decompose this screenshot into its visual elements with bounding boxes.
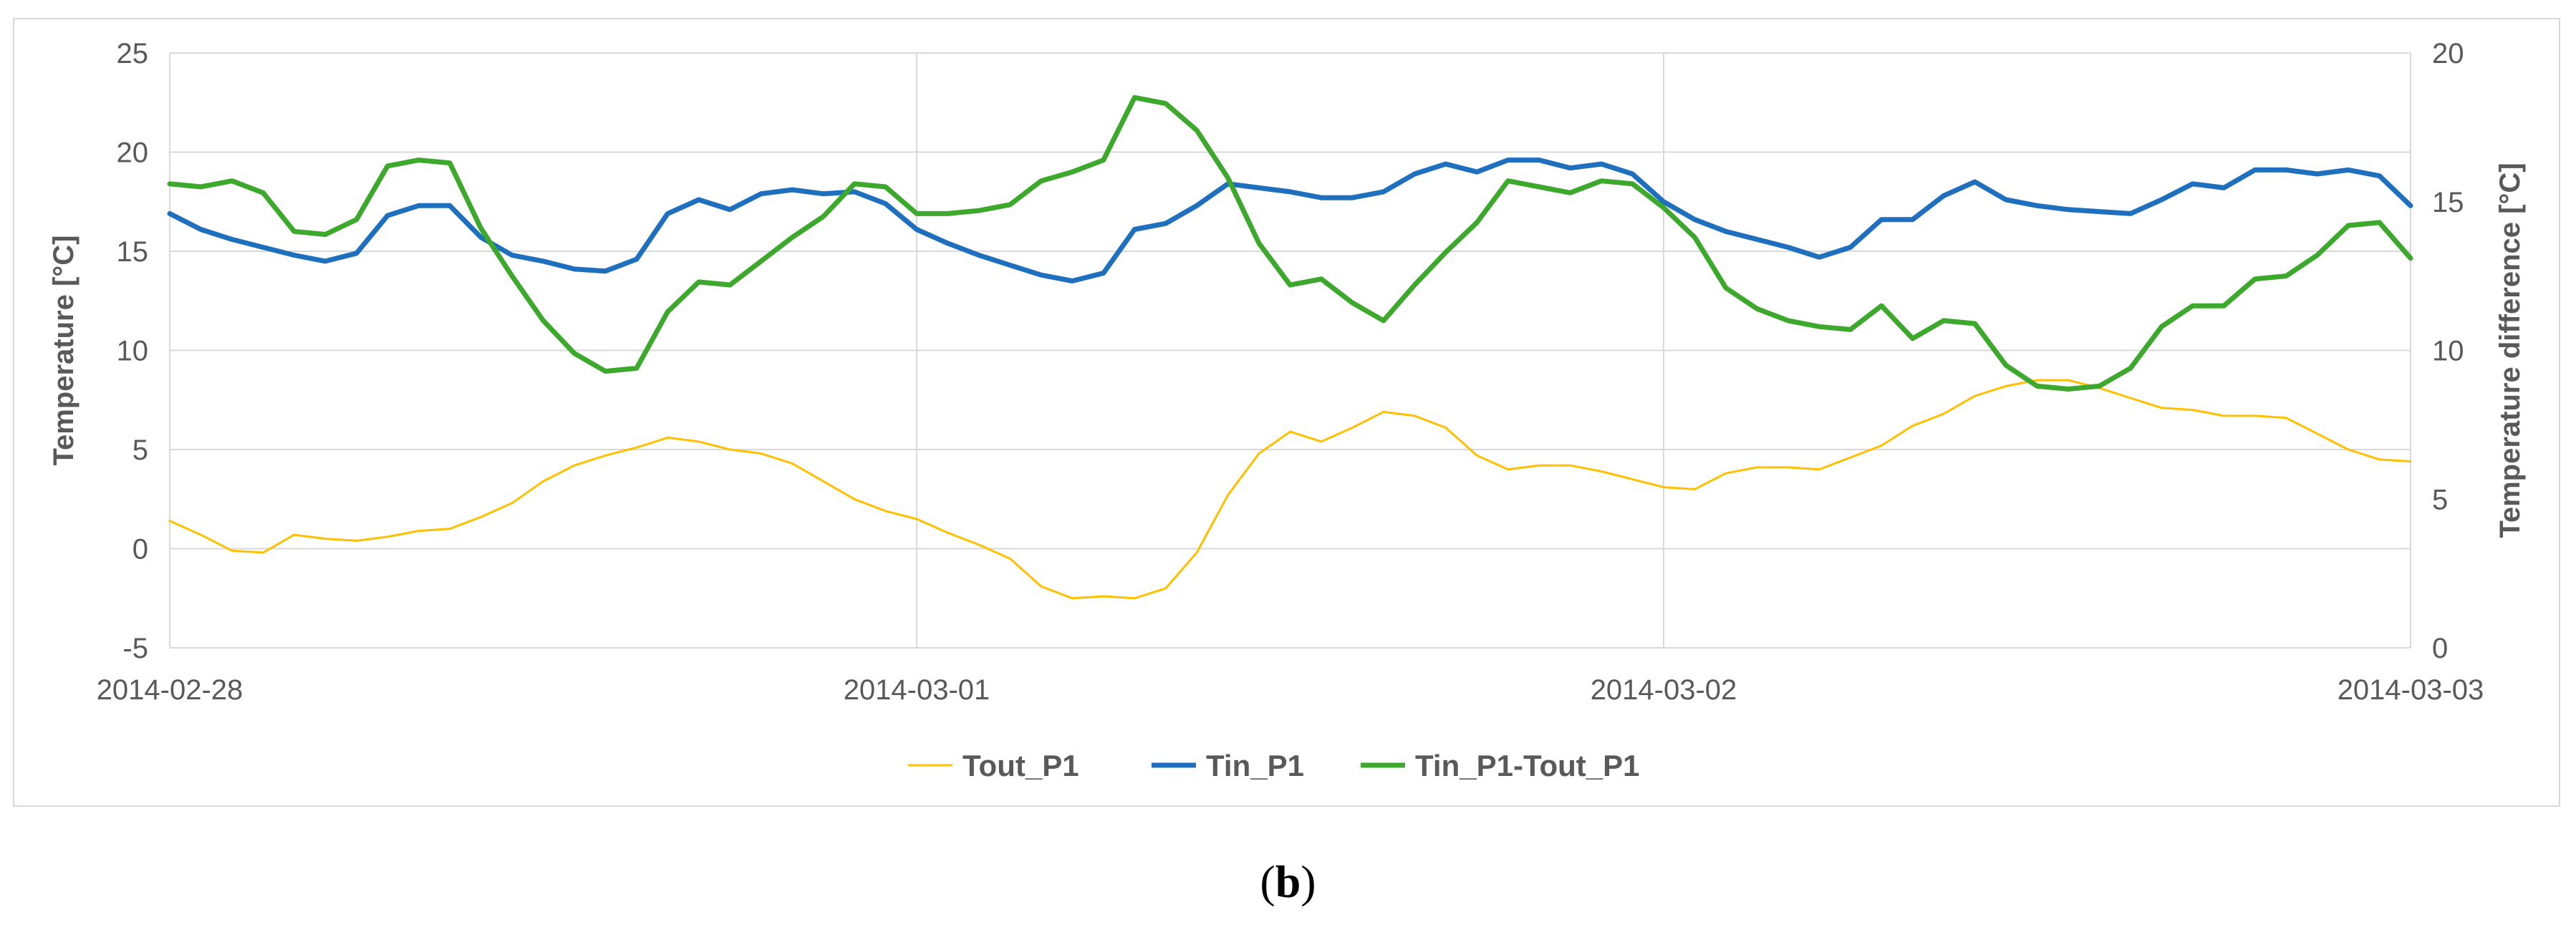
y-tick-label: 15 (117, 236, 149, 268)
x-tick-label: 2014-03-01 (844, 674, 990, 706)
y-tick-label: 20 (117, 137, 149, 169)
series-line-tin-p1 (167, 157, 2413, 283)
y-axis-title: Temperature [°C] (48, 236, 79, 466)
y-tick-label: 0 (132, 534, 148, 565)
caption-open: ( (1260, 856, 1275, 907)
grid (169, 52, 2411, 649)
legend-label-tout-p1: Tout_P1 (963, 749, 1079, 782)
y2-tick-label: 15 (2432, 187, 2464, 218)
caption-letter: b (1275, 856, 1301, 907)
x-tick-label: 2014-02-28 (97, 674, 243, 706)
y-tick-label: 10 (117, 336, 149, 367)
y-tick-label: 5 (132, 435, 148, 466)
y2-tick-label: 10 (2432, 336, 2464, 367)
legend: Tout_P1 Tin_P1 Tin_P1-Tout_P1 (908, 749, 1640, 782)
legend-label-tin-p1-tout-p1: Tin_P1-Tout_P1 (1415, 749, 1640, 782)
series-line-tin-p1-tout-p1 (167, 94, 2413, 392)
caption-close: ) (1301, 856, 1316, 907)
figure-caption: (b) (0, 855, 2576, 908)
line-chart: -5 0 5 10 15 20 25 0 5 10 15 20 2014-02-28 2014-03-01… (48, 38, 2526, 782)
y2-tick-label: 5 (2432, 484, 2448, 515)
tick-labels: -5 0 5 10 15 20 25 0 5 10 15 20 2014-02-28 2014-03-01… (97, 38, 2484, 706)
y-tick-label: -5 (122, 633, 148, 664)
x-tick-label: 2014-03-03 (2338, 674, 2484, 706)
y2-tick-label: 20 (2432, 38, 2464, 69)
series-lines (167, 94, 2413, 600)
chart-area: -5 0 5 10 15 20 25 0 5 10 15 20 2014-02-28 2014-03-01… (13, 18, 2560, 807)
y2-tick-label: 0 (2432, 633, 2448, 664)
x-tick-label: 2014-03-02 (1591, 674, 1737, 706)
legend-label-tin-p1: Tin_P1 (1206, 749, 1304, 782)
y2-axis-title: Temperature difference [°C] (2494, 162, 2526, 538)
y-tick-label: 25 (117, 38, 149, 69)
series-line-tout-p1 (168, 379, 2412, 600)
